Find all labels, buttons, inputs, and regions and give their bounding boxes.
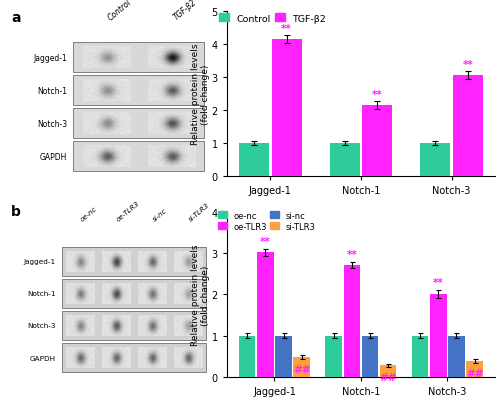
Bar bbox=[62, 343, 206, 372]
Bar bbox=[74, 43, 204, 73]
Bar bbox=[453, 76, 483, 176]
Bar bbox=[62, 311, 206, 340]
Bar bbox=[239, 144, 269, 176]
Bar bbox=[74, 76, 204, 106]
Bar bbox=[294, 357, 310, 377]
Bar bbox=[276, 336, 292, 377]
Text: oe-nc: oe-nc bbox=[80, 205, 98, 223]
Bar bbox=[326, 336, 342, 377]
Text: ##: ## bbox=[466, 368, 483, 378]
Legend: Control, TGF-β2: Control, TGF-β2 bbox=[218, 14, 327, 24]
Bar bbox=[344, 265, 360, 377]
Y-axis label: Relative protein levels
(fold change): Relative protein levels (fold change) bbox=[191, 244, 210, 345]
Bar bbox=[239, 336, 256, 377]
Text: a: a bbox=[11, 11, 20, 25]
Bar bbox=[412, 336, 428, 377]
Bar bbox=[272, 40, 302, 176]
Text: Notch-3: Notch-3 bbox=[27, 322, 56, 328]
Text: Notch-3: Notch-3 bbox=[38, 119, 68, 128]
Text: **: ** bbox=[372, 89, 382, 99]
Bar bbox=[74, 109, 204, 139]
Text: ##: ## bbox=[293, 364, 310, 374]
Text: Jagged-1: Jagged-1 bbox=[34, 54, 68, 63]
Text: **: ** bbox=[346, 249, 357, 259]
Text: **: ** bbox=[433, 277, 444, 287]
Bar bbox=[62, 279, 206, 308]
Bar bbox=[380, 365, 396, 377]
Text: si-TLR3: si-TLR3 bbox=[188, 202, 211, 223]
Bar bbox=[362, 106, 392, 176]
Text: GAPDH: GAPDH bbox=[30, 354, 56, 360]
Text: **: ** bbox=[260, 236, 271, 246]
Bar bbox=[420, 144, 450, 176]
Text: Jagged-1: Jagged-1 bbox=[24, 259, 56, 265]
Text: **: ** bbox=[462, 60, 473, 70]
Bar bbox=[430, 294, 446, 377]
Y-axis label: Relative protein levels
(fold change): Relative protein levels (fold change) bbox=[191, 44, 210, 145]
Text: **: ** bbox=[281, 24, 292, 34]
Text: TGF-β2: TGF-β2 bbox=[172, 0, 198, 22]
Text: oe-TLR3: oe-TLR3 bbox=[116, 200, 141, 223]
Text: Notch-1: Notch-1 bbox=[38, 87, 68, 95]
Bar bbox=[362, 336, 378, 377]
Bar bbox=[448, 336, 464, 377]
Bar bbox=[257, 253, 274, 377]
Text: ##: ## bbox=[380, 372, 397, 382]
Text: b: b bbox=[11, 205, 21, 219]
Text: Control: Control bbox=[106, 0, 133, 22]
Text: GAPDH: GAPDH bbox=[40, 152, 68, 161]
Bar bbox=[466, 361, 483, 377]
Bar bbox=[74, 142, 204, 172]
Text: Notch-1: Notch-1 bbox=[27, 291, 56, 296]
Text: si-nc: si-nc bbox=[152, 207, 168, 223]
Bar bbox=[330, 144, 360, 176]
Legend: oe-nc, oe-TLR3, si-nc, si-TLR3: oe-nc, oe-TLR3, si-nc, si-TLR3 bbox=[218, 210, 316, 232]
Bar bbox=[62, 247, 206, 276]
